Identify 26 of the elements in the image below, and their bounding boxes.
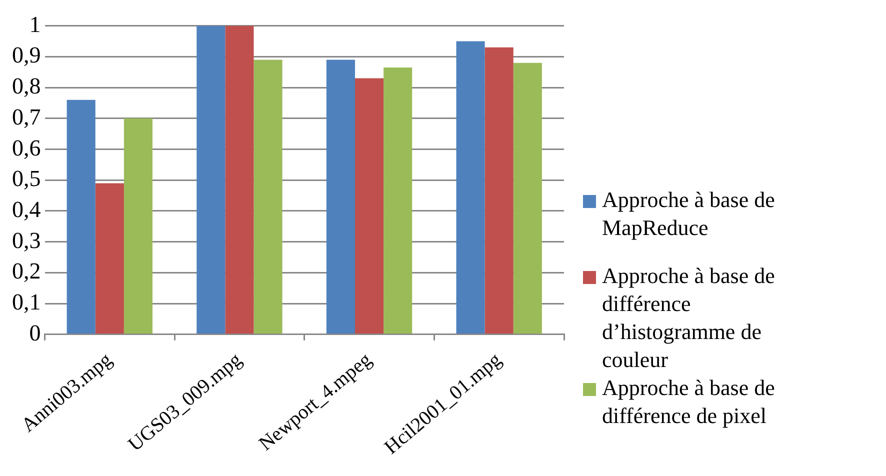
y-tick-label: 0,7 <box>12 104 41 130</box>
bar <box>254 60 282 334</box>
y-tick-label: 0 <box>29 320 41 346</box>
bar <box>355 78 384 334</box>
y-tick-label: 0,6 <box>12 135 41 160</box>
legend-label: Approche à base de différence d’histogramme de couleur <box>602 262 776 374</box>
bar <box>326 60 355 334</box>
bar <box>196 26 226 334</box>
y-tick-label: 0,3 <box>12 228 41 253</box>
y-tick-label: 1 <box>29 12 41 37</box>
legend-label: Approche à base de MapReduce <box>602 186 776 242</box>
y-tick-label: 0,1 <box>12 290 41 315</box>
bar <box>513 62 542 334</box>
legend-label: Approche à base de différence de pixel <box>602 374 776 430</box>
bar <box>66 100 96 334</box>
bar <box>484 47 514 334</box>
y-tick-label: 0,5 <box>12 166 41 192</box>
y-tick-label: 0,2 <box>12 258 41 284</box>
bar <box>456 41 485 334</box>
bar <box>384 67 412 334</box>
y-tick-label: 0,8 <box>12 74 41 99</box>
y-tick-label: 0,9 <box>12 42 41 68</box>
bar <box>225 26 254 334</box>
y-tick-label: 0,4 <box>12 197 42 222</box>
bar <box>124 118 152 334</box>
bar <box>95 183 124 334</box>
